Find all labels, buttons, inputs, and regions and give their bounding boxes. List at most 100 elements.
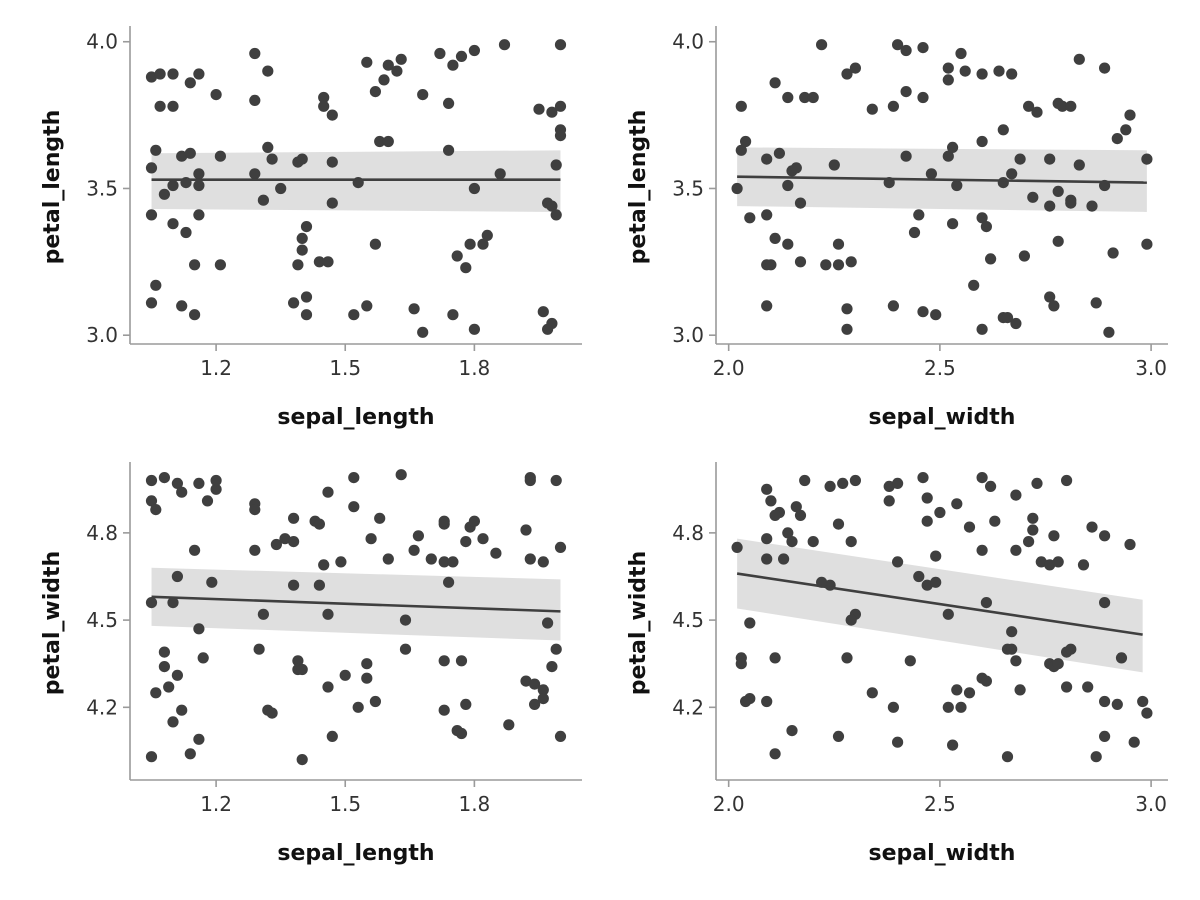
data-point	[490, 547, 502, 559]
data-point	[193, 179, 205, 192]
data-point	[348, 501, 360, 513]
y-tick-label: 3.5	[86, 176, 118, 200]
data-point	[468, 182, 480, 195]
data-point	[832, 730, 845, 743]
data-point	[1006, 68, 1018, 80]
data-point	[761, 300, 773, 312]
data-point	[794, 197, 807, 209]
data-point	[1044, 153, 1056, 165]
data-point	[947, 218, 959, 230]
data-point	[942, 62, 954, 74]
data-point	[1099, 730, 1111, 743]
subplot-3: 4.2 4.5 4.8 1.2 1.5 1.8 sepal_length petal_widt…	[40, 462, 582, 866]
data-point	[455, 727, 468, 740]
data-point	[326, 197, 338, 209]
data-point	[546, 200, 558, 212]
data-point	[782, 238, 794, 250]
data-point	[1141, 153, 1153, 165]
scatter-points	[731, 472, 1153, 763]
data-point	[335, 556, 347, 568]
data-point	[773, 147, 786, 159]
data-point	[460, 536, 472, 548]
data-point	[322, 256, 334, 268]
data-point	[1027, 524, 1039, 536]
data-point	[417, 326, 429, 338]
data-point	[765, 495, 777, 507]
y-axis-label: petal_width	[40, 551, 65, 695]
data-point	[1065, 197, 1077, 209]
scatter-points	[731, 39, 1153, 338]
data-point	[735, 100, 747, 112]
data-point	[790, 162, 802, 174]
data-point	[1044, 559, 1056, 571]
data-point	[866, 103, 878, 115]
data-point	[942, 608, 954, 620]
data-point	[176, 486, 188, 498]
data-point	[348, 309, 360, 321]
data-point	[778, 553, 790, 565]
data-point	[443, 144, 455, 156]
data-point	[468, 515, 480, 527]
data-point	[378, 74, 390, 86]
data-point	[425, 553, 437, 565]
data-point	[554, 39, 567, 51]
data-point	[1099, 530, 1111, 542]
data-point	[934, 506, 946, 519]
y-tick-label: 4.2	[86, 695, 118, 719]
data-point	[300, 291, 313, 303]
scatter-points	[145, 469, 567, 766]
data-point	[769, 652, 781, 664]
data-point	[1001, 312, 1014, 324]
data-point	[434, 47, 446, 60]
data-point	[537, 693, 549, 705]
data-point	[365, 533, 377, 545]
data-point	[1090, 297, 1102, 309]
data-point	[799, 91, 811, 104]
regression-line	[151, 595, 561, 613]
data-point	[443, 576, 455, 588]
data-point	[786, 725, 798, 737]
data-point	[438, 556, 450, 568]
data-point	[460, 262, 472, 274]
data-point	[782, 527, 794, 539]
data-point	[550, 643, 562, 655]
data-point	[820, 259, 832, 271]
data-point	[1052, 556, 1064, 568]
data-point	[1048, 530, 1060, 542]
regression-line	[736, 572, 1143, 636]
x-tick-label: 1.8	[458, 356, 490, 380]
x-tick-label: 3.0	[1135, 792, 1167, 816]
data-point	[468, 323, 480, 335]
data-point	[374, 135, 386, 148]
data-point	[167, 597, 179, 609]
data-point	[790, 501, 802, 513]
data-point	[262, 65, 274, 77]
data-point	[782, 91, 794, 104]
data-point	[214, 150, 226, 162]
data-point	[1056, 100, 1068, 112]
data-point	[1124, 109, 1136, 121]
data-point	[782, 179, 794, 192]
y-tick-label: 3.0	[86, 323, 118, 347]
data-point	[917, 472, 929, 484]
x-tick-label: 1.5	[329, 792, 361, 816]
data-point	[976, 135, 988, 148]
data-point	[468, 44, 480, 57]
data-point	[498, 39, 511, 51]
data-point	[925, 168, 938, 180]
data-point	[270, 538, 282, 551]
data-point	[318, 559, 330, 571]
data-point	[537, 684, 549, 696]
data-point	[300, 309, 313, 321]
data-point	[904, 655, 916, 667]
data-point	[887, 100, 900, 112]
data-point	[382, 553, 394, 565]
data-point	[1103, 326, 1115, 338]
y-tick-label: 3.5	[672, 176, 704, 200]
data-point	[1010, 317, 1022, 330]
data-point	[731, 541, 743, 554]
data-point	[529, 678, 541, 690]
data-point	[288, 297, 300, 309]
data-point	[1120, 124, 1132, 136]
data-point	[989, 515, 1001, 527]
